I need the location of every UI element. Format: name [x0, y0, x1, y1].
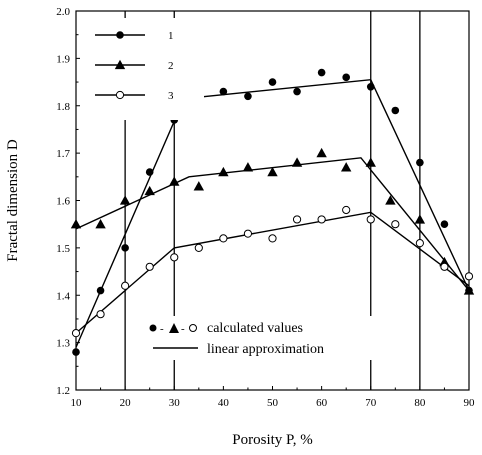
data-point-series-2 — [340, 162, 352, 172]
x-axis-title: Porosity P, % — [232, 432, 312, 448]
data-point-series-1 — [293, 87, 301, 96]
legend-marker-series-2 — [114, 59, 126, 70]
data-point-series-2 — [291, 157, 303, 167]
legend-calc-separator: - — [181, 323, 185, 335]
y-tick-label: 1.9 — [56, 53, 70, 65]
legend-marker-series-1 — [116, 31, 124, 39]
data-point-series-2 — [316, 147, 327, 158]
data-point-series-2 — [463, 285, 475, 295]
data-point-series-3 — [121, 281, 130, 290]
data-point-series-3 — [268, 234, 277, 243]
legend-label-series-3: 3 — [168, 90, 174, 102]
data-point-series-2 — [95, 218, 106, 229]
data-point-series-3 — [219, 234, 228, 243]
data-point-series-1 — [268, 78, 277, 86]
y-tick-label: 1.2 — [56, 385, 70, 397]
y-tick-label: 1.8 — [56, 101, 70, 113]
data-point-series-2 — [365, 157, 376, 167]
data-point-series-3 — [145, 262, 154, 271]
fit-line-series-3 — [75, 211, 470, 334]
legend-label-series-1: 1 — [168, 30, 174, 42]
x-tick-label: 60 — [316, 397, 328, 409]
data-point-series-3 — [366, 215, 375, 224]
x-tick-label: 70 — [365, 397, 377, 409]
y-tick-label: 1.6 — [56, 196, 70, 208]
data-point-series-2 — [267, 166, 278, 177]
data-point-series-2 — [144, 185, 155, 196]
x-tick-label: 30 — [169, 397, 181, 409]
x-tick-label: 50 — [267, 397, 279, 409]
fit-line-series-2 — [75, 157, 470, 291]
data-point-series-1 — [96, 286, 105, 295]
x-tick-label: 40 — [218, 397, 230, 409]
data-point-series-3 — [243, 229, 253, 238]
legend-label-series-2: 2 — [168, 60, 174, 72]
legend-calc-marker-open-circle — [189, 324, 197, 332]
data-point-series-3 — [170, 253, 179, 262]
legend-fit-label: linear approximation — [207, 342, 324, 357]
data-point-series-1 — [342, 73, 350, 82]
markers — [70, 68, 475, 356]
fit-line-series-1 — [75, 78, 470, 348]
legend-bottom: - - calculated values linear approximation — [140, 316, 380, 360]
legend-top-background — [90, 18, 204, 120]
x-tick-label: 80 — [414, 397, 426, 409]
y-tick-label: 1.5 — [56, 243, 70, 255]
y-tick-label: 1.7 — [56, 148, 70, 160]
data-point-series-1 — [391, 106, 400, 115]
data-point-series-3 — [292, 215, 302, 224]
data-point-series-1 — [72, 348, 80, 356]
data-point-series-2 — [169, 176, 180, 186]
data-point-series-1 — [145, 168, 154, 176]
legend-calc-marker-triangle — [169, 323, 179, 333]
data-point-series-3 — [194, 243, 203, 252]
data-point-series-1 — [317, 68, 326, 77]
data-point-series-3 — [415, 239, 424, 248]
x-tick-label: 90 — [464, 397, 476, 409]
data-point-series-3 — [440, 262, 449, 271]
y-tick-label: 2.0 — [56, 6, 70, 18]
data-point-series-3 — [391, 220, 400, 229]
data-point-series-1 — [219, 87, 228, 96]
legend-calc-label: calculated values — [207, 321, 303, 336]
fit-lines — [75, 78, 470, 348]
data-point-series-2 — [385, 195, 396, 205]
legend-top: 1 2 3 — [90, 18, 204, 120]
data-point-series-1 — [440, 220, 449, 228]
y-tick-label: 1.3 — [56, 338, 70, 350]
data-point-series-2 — [414, 214, 426, 224]
legend-calc-separator: - — [160, 323, 164, 335]
data-point-series-1 — [121, 244, 129, 252]
data-point-series-2 — [70, 218, 82, 229]
data-point-series-3 — [464, 272, 474, 281]
x-tick-label: 20 — [120, 397, 132, 409]
data-point-series-3 — [342, 205, 351, 215]
data-point-series-2 — [218, 166, 229, 177]
data-point-series-1 — [244, 92, 252, 101]
y-tick-label: 1.4 — [56, 290, 70, 302]
legend-marker-series-3 — [115, 90, 125, 100]
data-point-series-3 — [317, 215, 326, 224]
data-point-series-1 — [416, 158, 424, 167]
data-point-series-2 — [193, 181, 205, 191]
ticks: 10 20 30 40 50 60 70 80 90 1.2 1.3 1.4 1.5 1.6 1.7 1.8 1… — [56, 6, 475, 409]
data-point-series-2 — [119, 195, 131, 205]
data-point-series-2 — [242, 162, 254, 172]
data-point-series-3 — [96, 310, 105, 319]
legend-bottom-background — [140, 316, 380, 360]
data-point-series-3 — [71, 329, 81, 338]
y-axis-title: Fractal dimension D — [5, 139, 21, 262]
x-tick-label: 10 — [71, 397, 83, 409]
legend-calc-marker-filled-circle — [149, 324, 157, 332]
data-point-series-1 — [366, 83, 375, 91]
